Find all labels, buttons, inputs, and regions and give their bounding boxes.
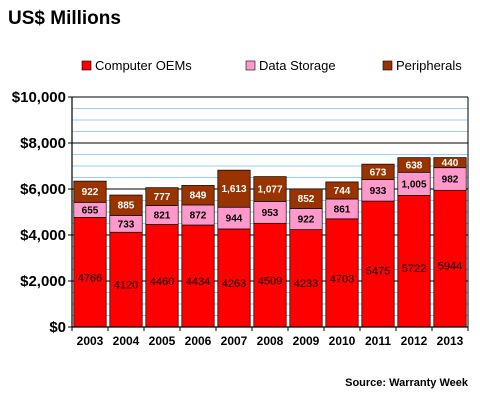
bar-segment [73,180,107,203]
data-label: 5475 [366,265,390,277]
data-label: 4263 [222,278,246,290]
bar-segment [181,224,215,328]
data-label: 4460 [150,276,174,288]
x-tick-label: 2012 [401,334,428,348]
data-label: 4434 [186,276,210,288]
data-label: 982 [442,174,459,185]
bar-segment [397,195,431,328]
x-tick-label: 2006 [185,334,212,348]
x-tick-label: 2013 [437,334,464,348]
x-tick-label: 2007 [221,334,248,348]
y-tick-label: $2,000 [20,273,66,290]
data-label: 885 [118,201,135,212]
bars: 4766 655 922 4120 733 885 4460 821 777 4434 872 849… [73,157,467,328]
bar-segment [361,200,395,328]
bar-segment [181,185,215,206]
bar-segment [325,218,359,328]
legend-swatch-1 [81,60,92,71]
data-label: 4233 [294,278,318,290]
bar-segment [325,181,359,200]
bar-segment [145,224,179,328]
data-label: 638 [406,160,423,171]
data-label: 1,005 [401,179,426,190]
data-label: 4509 [258,275,282,287]
legend-swatch-2 [245,60,256,71]
bar-segment [289,229,323,328]
bar-segment [73,217,107,328]
source-note: Source: Warranty Week [345,377,469,389]
chart-title: US$ Millions [8,8,121,29]
x-tick-label: 2008 [257,334,284,348]
x-tick-label: 2004 [113,334,140,348]
data-label: 733 [118,219,135,230]
data-label: 4703 [330,273,354,285]
data-label: 922 [82,187,99,198]
data-label: 440 [442,158,459,169]
bar-segment [217,169,251,208]
bar-segment [289,188,323,209]
bar-segment [253,176,287,202]
data-label: 821 [154,210,171,221]
data-label: 849 [190,191,207,202]
data-label: 1,077 [257,184,282,195]
data-label: 777 [154,192,171,203]
data-label: 872 [190,210,207,221]
data-label: 933 [370,186,387,197]
legend-label-2: Data Storage [259,58,336,73]
x-tick-label: 2005 [149,334,176,348]
data-label: 861 [334,204,351,215]
data-label: 744 [334,186,351,197]
bar-segment [433,189,467,328]
y-tick-label: $10,000 [12,89,66,106]
bar-segment [109,231,143,328]
data-label: 4766 [78,273,102,285]
data-label: 5944 [438,260,462,272]
legend-label-3: Peripherals [396,58,462,73]
data-label: 4120 [114,279,138,291]
bar-segment [109,194,143,216]
axes: $0 $2,000 $4,000 $6,000 $8,000 $10,000 2003 200… [12,89,469,348]
x-tick-label: 2009 [293,334,320,348]
data-label: 922 [298,215,315,226]
y-tick-label: $8,000 [20,135,66,152]
bar-segment [361,163,395,180]
data-label: 852 [298,194,315,205]
data-label: 655 [82,205,99,216]
legend-swatch-3 [382,60,393,71]
data-label: 1,613 [221,184,246,195]
x-tick-label: 2011 [365,334,391,348]
x-tick-label: 2010 [329,334,356,348]
bar-segment [217,228,251,328]
y-tick-label: $6,000 [20,181,66,198]
bar-segment [145,187,179,206]
legend: Computer OEMs Data Storage Peripherals [81,58,462,73]
data-label: 944 [226,214,243,225]
x-tick-label: 2003 [77,334,104,348]
y-tick-label: $0 [49,319,66,336]
data-label: 673 [370,167,387,178]
data-label: 953 [262,208,279,219]
y-tick-label: $4,000 [20,227,66,244]
data-label: 5722 [402,263,426,275]
bar-segment [397,157,431,173]
bar-segment [433,157,467,169]
legend-label-1: Computer OEMs [95,58,192,73]
